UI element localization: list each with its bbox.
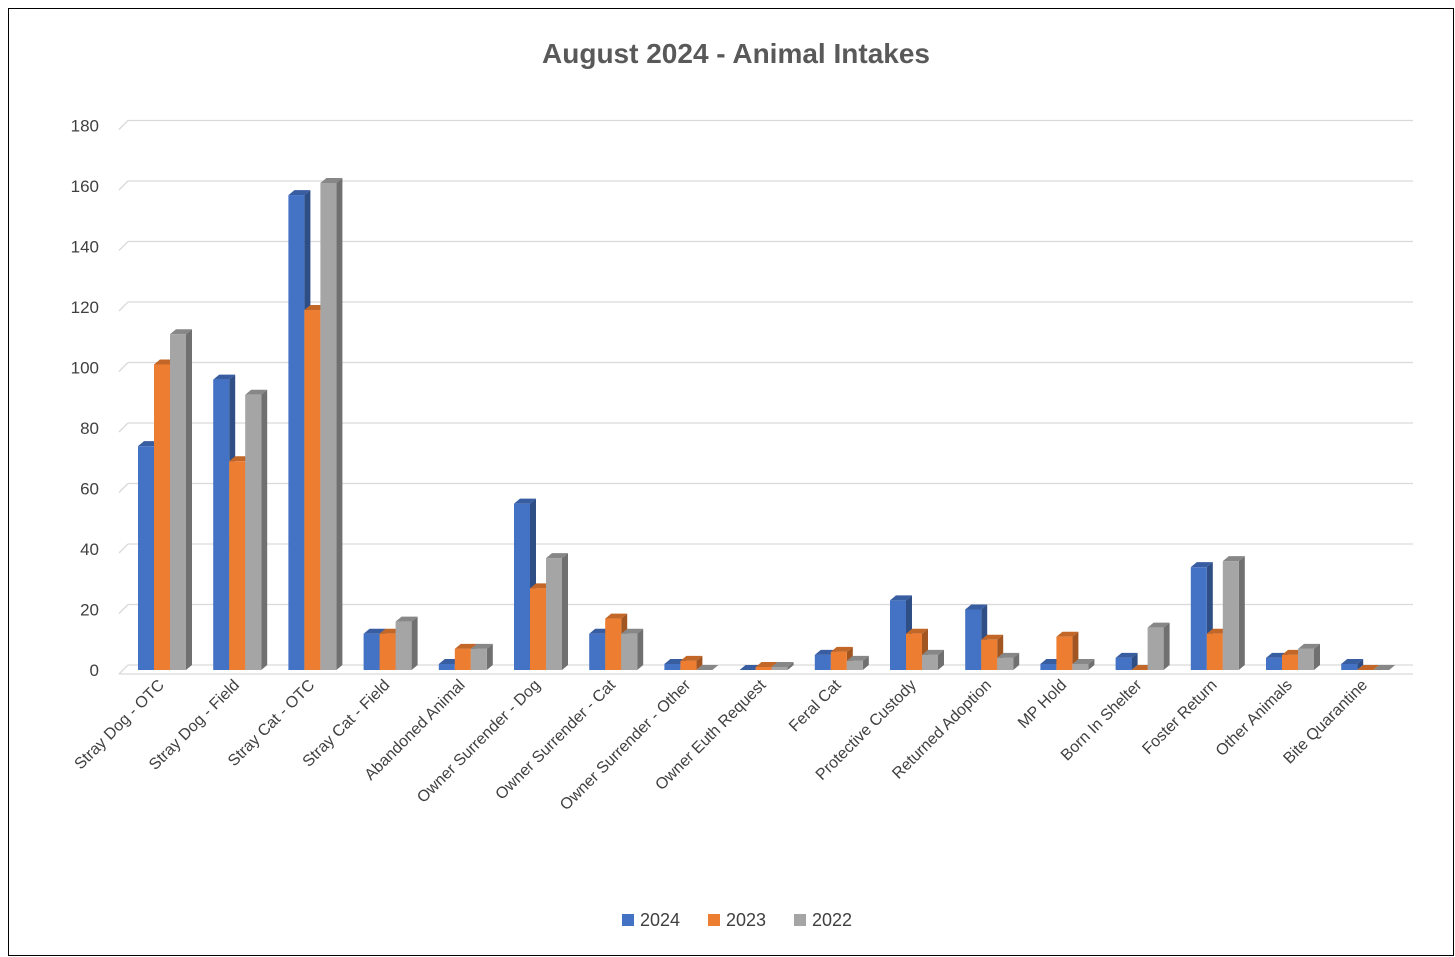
x-category-label: Owner Surrender - Cat [493,676,620,803]
legend-label: 2023 [726,910,766,930]
y-tick-label: 120 [71,298,99,317]
bar [470,643,493,670]
bar [1341,658,1364,670]
y-tick-label: 160 [71,177,99,196]
y-tick-label: 100 [71,359,99,378]
bar [1147,622,1170,670]
gridline-side [118,241,129,251]
y-tick-label: 180 [71,117,99,136]
bar [1222,556,1245,670]
bar [245,389,268,670]
y-tick-label: 140 [71,238,99,257]
bar [846,655,869,670]
bar [997,652,1020,670]
bar [922,649,944,670]
bar [170,329,192,670]
bar [680,655,703,670]
x-category-label: Other Animals [1213,677,1296,760]
gridline-side [118,301,129,312]
y-tick-label: 40 [80,540,99,559]
bar [696,665,719,670]
y-tick-label: 20 [80,601,99,620]
bar [395,616,418,670]
bar [621,628,644,670]
bar [1056,631,1079,670]
gridline-side [118,664,129,675]
y-axis-ticks: 0 20 40 60 80 100 120 140 160 180 [71,117,99,681]
bar [320,177,343,670]
gridline-side [118,180,129,191]
gridline-side [118,120,129,130]
bar [1357,665,1380,670]
bar [1072,658,1095,670]
gridline-side [118,422,129,433]
bars [138,177,1396,670]
bar [454,643,477,670]
chart-title: August 2024 - Animal Intakes [542,38,930,69]
y-tick-label: 60 [80,480,99,499]
legend-label: 2022 [812,910,852,930]
x-category-label: Born In Shelter [1058,676,1146,764]
legend: 2024 2023 2022 [622,910,852,930]
bar [546,553,568,670]
bar [1373,665,1396,670]
y-tick-label: 80 [80,419,99,438]
y-tick-label: 0 [90,661,99,680]
gridline-side [118,362,129,372]
legend-swatch [622,914,634,926]
x-category-label: MP Hold [1015,677,1070,732]
x-category-label: Foster Return [1139,677,1220,758]
x-category-label: Owner Surrender - Dog [414,677,544,807]
legend-swatch [794,914,806,926]
legend-swatch [708,914,720,926]
gridline-side [118,483,129,493]
gridline-side [118,543,129,554]
x-category-label: Feral Cat [786,676,845,735]
bar [771,661,794,670]
bar [1115,652,1138,670]
bar [1298,643,1320,670]
gridline-side [118,604,129,614]
legend-label: 2024 [640,910,680,930]
x-category-label: Owner Surrender - Other [557,676,695,814]
